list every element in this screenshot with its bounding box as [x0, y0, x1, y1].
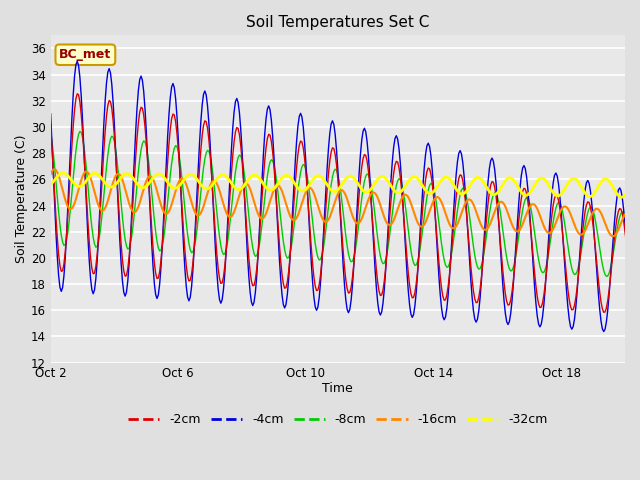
- Text: BC_met: BC_met: [60, 48, 111, 61]
- Legend: -2cm, -4cm, -8cm, -16cm, -32cm: -2cm, -4cm, -8cm, -16cm, -32cm: [123, 408, 552, 431]
- Y-axis label: Soil Temperature (C): Soil Temperature (C): [15, 135, 28, 263]
- X-axis label: Time: Time: [323, 382, 353, 395]
- Title: Soil Temperatures Set C: Soil Temperatures Set C: [246, 15, 429, 30]
